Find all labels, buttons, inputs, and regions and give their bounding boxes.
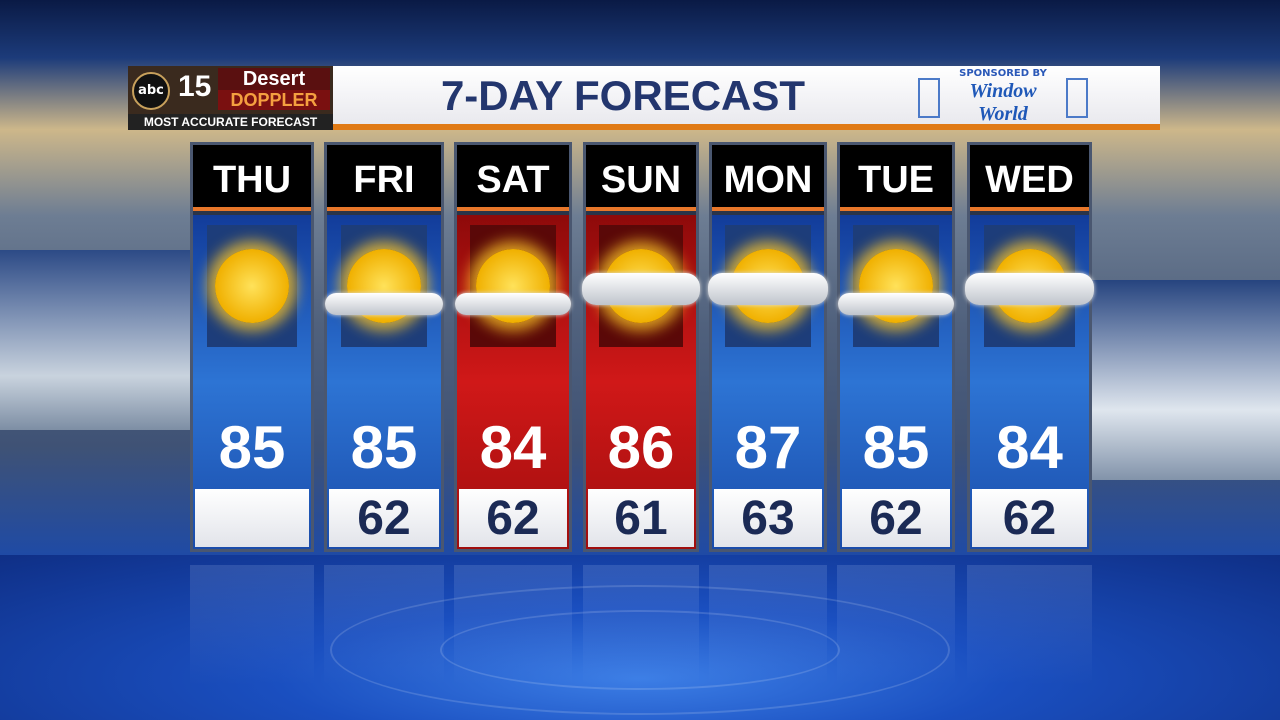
day-panel: 84 62 xyxy=(965,215,1094,549)
cloud-icon xyxy=(581,273,701,305)
cloud-icon xyxy=(454,293,572,315)
high-temp: 84 xyxy=(996,414,1063,481)
sun-icon xyxy=(215,249,289,323)
high-temp: 87 xyxy=(734,414,802,481)
high-temp: 85 xyxy=(862,414,930,481)
weather-icon-partly-cloudy xyxy=(470,225,556,347)
cloud-icon xyxy=(837,293,955,315)
day-panel: 85 62 xyxy=(837,215,955,549)
abc-logo: abc xyxy=(132,72,170,110)
day-label: SAT xyxy=(457,145,569,211)
low-temp: 61 xyxy=(588,489,694,547)
floor-ring xyxy=(440,610,840,690)
day-panel: 85 xyxy=(193,215,311,549)
sponsor-logo: SPONSORED BY Window World xyxy=(913,66,1093,126)
background-sky-left xyxy=(0,250,190,430)
station-logo: abc 15 Desert DOPPLER MOST ACCURATE FORE… xyxy=(128,66,333,130)
high-temp: 86 xyxy=(607,414,675,481)
forecast-day-sun: SUN 86 61 xyxy=(581,142,701,552)
window-icon xyxy=(1066,78,1088,118)
forecast-day-thu: THU 85 xyxy=(190,142,314,552)
forecast-day-tue: TUE 85 62 xyxy=(837,142,955,552)
floor-reflection xyxy=(709,565,827,685)
day-label: WED xyxy=(970,145,1089,211)
forecast-day-fri: FRI 85 62 xyxy=(324,142,444,552)
channel-number: 15 xyxy=(178,70,212,103)
day-panel: 87 63 xyxy=(707,215,829,549)
floor-ring xyxy=(330,585,950,715)
forecast-day-mon: MON 87 63 xyxy=(707,142,829,552)
day-panel: 85 62 xyxy=(324,215,444,549)
cloud-icon xyxy=(965,273,1094,305)
floor-reflection xyxy=(454,565,572,685)
brand-desert: Desert xyxy=(218,68,330,90)
forecast-day-sat: SAT 84 62 xyxy=(454,142,572,552)
tagline: MOST ACCURATE FORECAST xyxy=(128,114,333,130)
floor-reflection xyxy=(190,565,314,685)
high-temp: 84 xyxy=(479,414,547,481)
weather-icon-partly-cloudy xyxy=(853,225,939,347)
high-temp: 85 xyxy=(350,414,418,481)
day-label: THU xyxy=(193,145,311,211)
sponsor-name-2: World xyxy=(978,103,1028,125)
low-temp: 62 xyxy=(972,489,1087,547)
floor-reflection xyxy=(583,565,699,685)
sponsor-label: SPONSORED BY xyxy=(959,68,1047,79)
low-temp: 63 xyxy=(714,489,822,547)
low-temp: 62 xyxy=(329,489,439,547)
studio-floor xyxy=(0,555,1280,720)
low-temp: 62 xyxy=(459,489,567,547)
day-panel: 84 62 xyxy=(454,215,572,549)
floor-reflection xyxy=(324,565,444,685)
day-label: SUN xyxy=(586,145,696,211)
sponsor-name-1: Window xyxy=(969,80,1037,102)
weather-icon-partly-cloudy xyxy=(340,225,428,347)
high-temp: 85 xyxy=(218,414,286,481)
floor-reflection xyxy=(837,565,955,685)
forecast-day-wed: WED 84 62 xyxy=(965,142,1094,552)
page-title: 7-DAY FORECAST xyxy=(440,72,806,119)
day-panel: 86 61 xyxy=(581,215,701,549)
brand-doppler: DOPPLER xyxy=(218,90,330,110)
low-temp: 62 xyxy=(842,489,950,547)
title-banner: abc 15 Desert DOPPLER MOST ACCURATE FORE… xyxy=(128,66,1160,130)
cloud-icon xyxy=(707,273,829,305)
day-label: MON xyxy=(712,145,824,211)
weather-icon-sunny xyxy=(207,225,297,347)
day-label: FRI xyxy=(327,145,441,211)
day-label: TUE xyxy=(840,145,952,211)
floor-reflection xyxy=(967,565,1092,685)
window-icon xyxy=(918,78,940,118)
cloud-icon xyxy=(324,293,444,315)
low-temp xyxy=(195,489,309,547)
background-sky-right xyxy=(1090,280,1280,480)
